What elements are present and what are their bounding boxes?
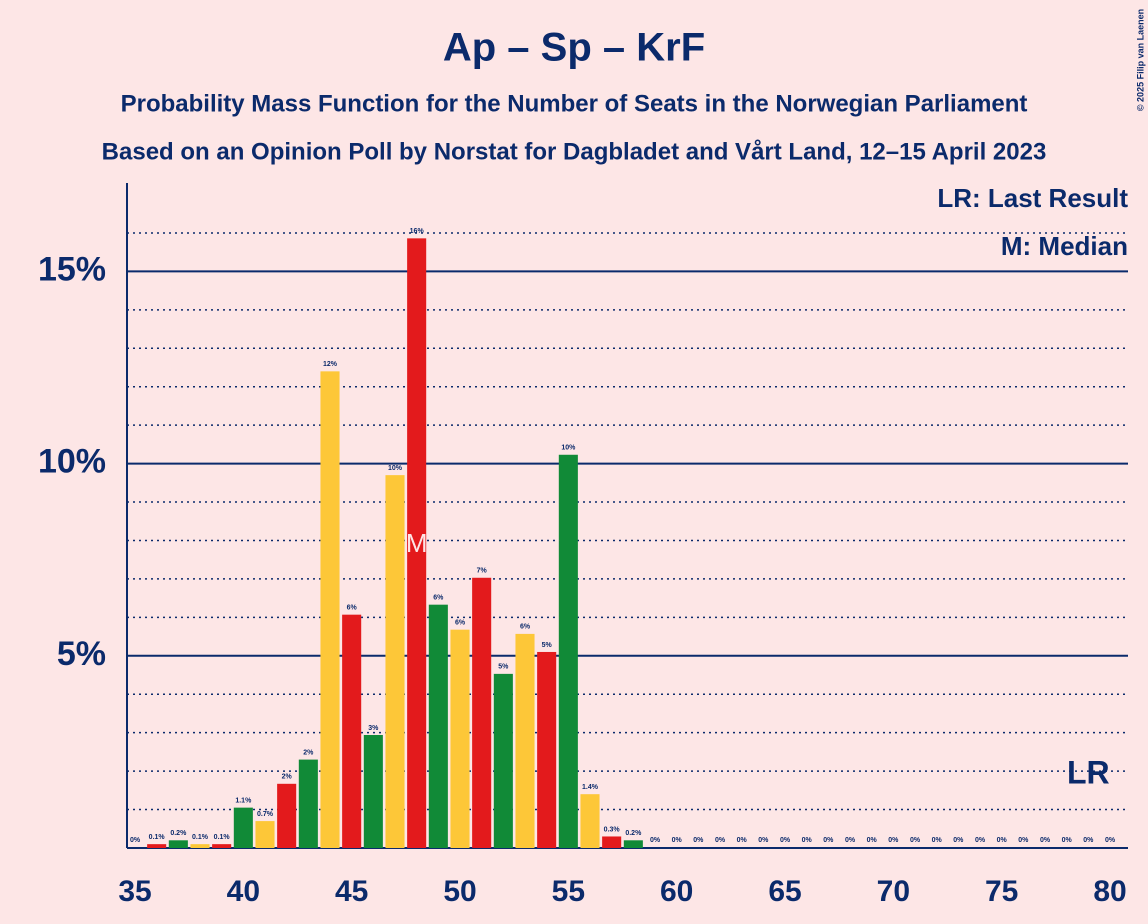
- value-label: 0%: [715, 837, 726, 844]
- value-label: 0%: [650, 837, 661, 844]
- y-tick-label: 10%: [38, 443, 106, 481]
- value-label: 0%: [1105, 837, 1116, 844]
- value-label: 6%: [347, 605, 358, 612]
- value-label: 0%: [1040, 837, 1051, 844]
- bar: [515, 633, 535, 848]
- bar: [212, 844, 232, 848]
- x-tick-label: 55: [552, 875, 585, 908]
- bar: [147, 844, 167, 848]
- value-label: 0%: [1083, 837, 1094, 844]
- value-label: 0.3%: [604, 826, 621, 833]
- value-label: 0%: [953, 837, 964, 844]
- bar: [277, 783, 297, 848]
- bar: [602, 836, 622, 848]
- bar: [537, 651, 557, 848]
- bar: [407, 238, 427, 848]
- value-label: 1.1%: [235, 797, 252, 804]
- value-label: 3%: [368, 725, 379, 732]
- y-tick-label: 15%: [38, 250, 106, 288]
- value-label: 2%: [303, 749, 314, 756]
- bar: [342, 614, 362, 848]
- value-label: 0%: [1018, 837, 1029, 844]
- x-tick-label: 35: [118, 875, 151, 908]
- bar: [558, 454, 578, 848]
- legend-entry: LR: Last Result: [937, 183, 1128, 213]
- value-label: 0%: [130, 837, 141, 844]
- value-label: 0.2%: [625, 830, 642, 837]
- value-label: 0%: [693, 837, 704, 844]
- value-label: 0%: [802, 837, 813, 844]
- x-tick-label: 65: [768, 875, 801, 908]
- value-label: 0.1%: [149, 834, 166, 841]
- bar: [472, 577, 492, 848]
- value-label: 0%: [867, 837, 878, 844]
- value-label: 10%: [388, 465, 403, 472]
- value-label: 0%: [823, 837, 834, 844]
- x-tick-label: 60: [660, 875, 693, 908]
- value-label: 0.1%: [192, 834, 209, 841]
- value-label: 0%: [975, 837, 986, 844]
- value-label: 6%: [520, 624, 531, 631]
- bar: [580, 794, 600, 848]
- value-label: 5%: [498, 664, 509, 671]
- value-label: 6%: [455, 620, 466, 627]
- value-label: 0.7%: [257, 811, 274, 818]
- value-label: 0%: [737, 837, 748, 844]
- value-label: 12%: [323, 361, 338, 368]
- value-label: 7%: [477, 568, 488, 575]
- bar: [493, 673, 513, 848]
- bar: [450, 629, 470, 848]
- bar: [428, 604, 448, 848]
- bar: [385, 475, 405, 848]
- value-label: 0%: [758, 837, 769, 844]
- value-label: 1.4%: [582, 784, 599, 791]
- subtitle: Based on an Opinion Poll by Norstat for …: [102, 138, 1047, 165]
- x-tick-label: 75: [985, 875, 1018, 908]
- value-label: 6%: [433, 595, 444, 602]
- bar: [363, 734, 383, 848]
- value-label: 0%: [997, 837, 1008, 844]
- bar: [233, 807, 253, 848]
- legend-entry: M: Median: [1001, 231, 1128, 261]
- value-label: 0%: [910, 837, 921, 844]
- value-label: 0.1%: [214, 834, 231, 841]
- bar: [190, 844, 210, 848]
- value-label: 0%: [672, 837, 683, 844]
- value-label: 5%: [542, 642, 553, 649]
- value-label: 16%: [410, 228, 425, 235]
- copyright: © 2025 Filip van Laenen: [1135, 9, 1145, 111]
- value-label: 0%: [780, 837, 791, 844]
- x-tick-label: 40: [227, 875, 260, 908]
- x-tick-label: 70: [877, 875, 910, 908]
- bar: [623, 840, 643, 848]
- bar: [255, 821, 275, 848]
- bar: [298, 759, 318, 848]
- bar: [168, 840, 188, 848]
- subtitle: Probability Mass Function for the Number…: [121, 90, 1028, 117]
- value-label: 0%: [1062, 837, 1073, 844]
- value-label: 10%: [561, 445, 576, 452]
- value-label: 2%: [282, 774, 293, 781]
- value-label: 0.2%: [170, 830, 187, 837]
- value-label: 0%: [888, 837, 899, 844]
- x-tick-label: 80: [1093, 875, 1126, 908]
- x-tick-label: 50: [443, 875, 476, 908]
- median-marker: M: [406, 528, 428, 558]
- bar: [320, 371, 340, 848]
- value-label: 0%: [932, 837, 943, 844]
- y-tick-label: 5%: [57, 635, 106, 673]
- chart-title: Ap – Sp – KrF: [443, 26, 705, 70]
- value-label: 0%: [845, 837, 856, 844]
- last-result-marker: LR: [1067, 754, 1110, 790]
- x-tick-label: 45: [335, 875, 368, 908]
